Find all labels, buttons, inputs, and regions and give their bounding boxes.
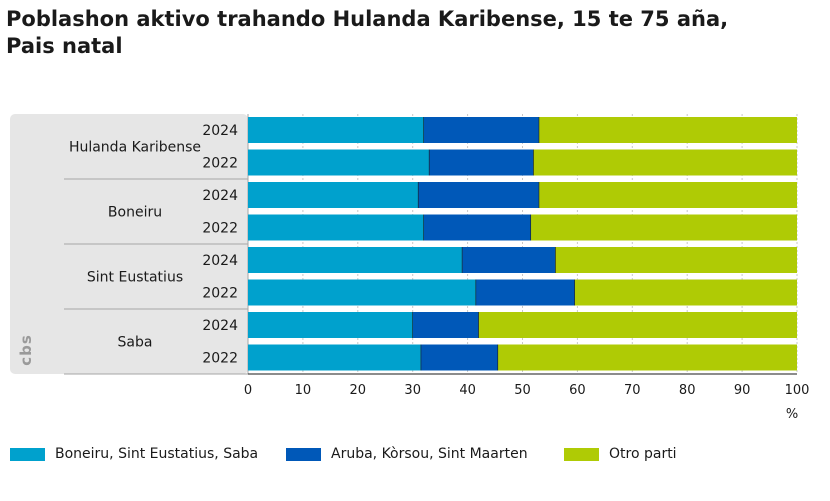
year-label: 2022 xyxy=(202,286,238,302)
stacked-bar-chart: Hulanda Karibense20242022Boneiru20242022… xyxy=(10,114,810,422)
category-label-panel: Hulanda Karibense20242022Boneiru20242022… xyxy=(10,114,249,375)
bar-segment xyxy=(248,344,421,371)
bar-segment xyxy=(530,214,797,241)
legend-label: Boneiru, Sint Eustatius, Saba xyxy=(55,446,259,462)
bar-segment xyxy=(574,279,797,306)
x-axis: 0 10 20 30 40 50 60 70 80 90 100% xyxy=(244,373,810,422)
bar-segment xyxy=(475,279,575,306)
x-tick-label: 10 xyxy=(295,383,312,398)
bars xyxy=(248,117,797,371)
bar-segment xyxy=(248,214,424,241)
year-label: 2024 xyxy=(202,318,238,334)
bar-segment xyxy=(423,117,539,143)
bar-segment xyxy=(462,247,556,273)
cbs-logo-icon: cbs xyxy=(17,334,35,366)
cbs-logo-text: cbs xyxy=(17,334,35,366)
group-label: Boneiru xyxy=(108,205,162,221)
x-tick-label: 90 xyxy=(734,383,751,398)
bar-segment xyxy=(248,117,424,143)
bar-segment xyxy=(533,149,797,176)
legend-swatch xyxy=(564,447,599,461)
bar-segment xyxy=(248,149,430,176)
bar-segment xyxy=(555,247,797,273)
x-tick-label: 20 xyxy=(350,383,367,398)
bar-segment xyxy=(538,117,797,143)
bar-segment xyxy=(423,214,531,241)
chart-title-line-1: Poblashon aktivo trahando Hulanda Karibe… xyxy=(6,7,729,31)
x-tick-label: 50 xyxy=(514,383,531,398)
year-label: 2024 xyxy=(202,253,238,269)
legend-swatch xyxy=(10,447,45,461)
x-tick-label: 70 xyxy=(624,383,641,398)
x-tick-label: 30 xyxy=(404,383,421,398)
bar-segment xyxy=(248,279,476,306)
group-label: Hulanda Karibense xyxy=(69,140,201,156)
legend-item: Aruba, Kòrsou, Sint Maarten xyxy=(286,446,528,462)
bar-segment xyxy=(478,312,797,338)
legend-item: Otro parti xyxy=(564,446,677,462)
legend-label: Otro parti xyxy=(609,446,677,462)
bar-segment xyxy=(412,312,479,338)
legend-label: Aruba, Kòrsou, Sint Maarten xyxy=(331,446,528,462)
bar-segment xyxy=(418,182,539,208)
group-label: Sint Eustatius xyxy=(87,270,183,286)
bar-segment xyxy=(429,149,534,176)
year-label: 2024 xyxy=(202,188,238,204)
bar-segment xyxy=(538,182,797,208)
legend-item: Boneiru, Sint Eustatius, Saba xyxy=(10,446,258,462)
year-label: 2022 xyxy=(202,351,238,367)
year-label: 2024 xyxy=(202,123,238,139)
bar-segment xyxy=(248,247,463,273)
x-tick-label: 60 xyxy=(569,383,586,398)
chart-title: Poblashon aktivo trahando Hulanda Karibe… xyxy=(6,6,806,60)
x-tick-label: 40 xyxy=(459,383,476,398)
group-label: Saba xyxy=(118,335,153,351)
x-tick-label: 80 xyxy=(679,383,696,398)
x-tick-label: 100 xyxy=(785,383,810,398)
x-tick-label: 0 xyxy=(244,383,252,398)
year-label: 2022 xyxy=(202,156,238,172)
bar-segment xyxy=(248,312,413,338)
x-axis-unit: % xyxy=(786,407,798,422)
year-label: 2022 xyxy=(202,221,238,237)
chart-title-line-2: Pais natal xyxy=(6,34,123,58)
bar-segment xyxy=(248,182,419,208)
legend-swatch xyxy=(286,447,321,461)
bar-segment xyxy=(497,344,797,371)
bar-segment xyxy=(420,344,498,371)
